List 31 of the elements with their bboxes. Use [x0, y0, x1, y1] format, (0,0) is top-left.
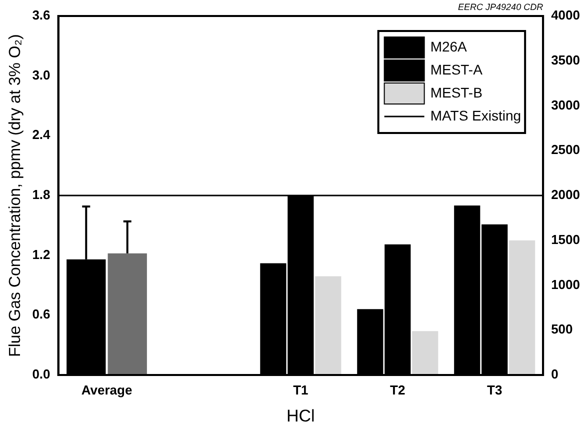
y-tick-label: 3.0 [32, 67, 50, 82]
y2-tick-label: 4000 [551, 8, 580, 23]
y2-tick-label: 0 [551, 366, 558, 382]
bar [108, 253, 147, 375]
bar [315, 276, 342, 375]
legend-label: MEST-B [430, 84, 482, 100]
bar [509, 240, 536, 375]
legend-label: MATS Existing [430, 107, 522, 124]
y2-tick-label: 3000 [551, 97, 580, 112]
x-tick-label: T2 [390, 382, 406, 398]
bar [412, 331, 438, 375]
y2-tick-label: 500 [551, 322, 573, 337]
legend-label: M26A [430, 38, 468, 54]
x-axis-title: HCl [286, 406, 315, 426]
y2-tick-label: 3500 [551, 52, 580, 68]
y-tick-label: 0.0 [32, 366, 50, 382]
y-tick-label: 2.4 [32, 127, 52, 142]
legend-label: MEST-A [430, 61, 484, 78]
text: EERC JP49240 CDR [458, 2, 544, 12]
x-tick-label: Average [81, 382, 132, 398]
x-tick-label: T3 [487, 382, 502, 398]
y-tick-label: 1.8 [32, 187, 50, 202]
y-axis-title: Flue Gas Concentration, ppmv (dry at 3% O₂) [7, 34, 24, 357]
y2-tick-label: 2500 [551, 142, 580, 158]
y2-tick-label: 2000 [551, 187, 580, 202]
y-tick-label: 3.6 [32, 8, 50, 23]
y2-tick-label: 1000 [551, 276, 580, 292]
y-tick-label: 0.6 [32, 306, 50, 322]
y2-tick-label: 1500 [551, 232, 580, 247]
y-tick-label: 1.2 [32, 246, 50, 262]
x-tick-label: T1 [293, 382, 308, 398]
